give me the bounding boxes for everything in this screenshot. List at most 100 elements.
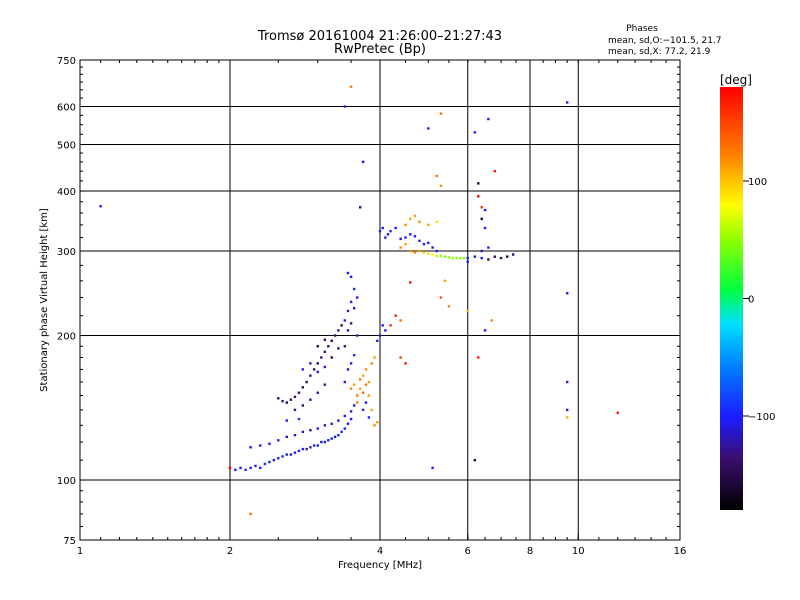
data-point: [487, 258, 490, 261]
data-point: [378, 229, 382, 233]
data-point: [349, 362, 353, 365]
data-point: [99, 204, 102, 208]
data-point: [277, 457, 280, 460]
data-point: [487, 117, 490, 121]
data-point: [473, 255, 477, 258]
data-point: [493, 255, 497, 258]
data-point: [427, 241, 430, 245]
data-point: [355, 334, 359, 337]
x-tick-label: 8: [527, 546, 533, 557]
data-point: [346, 309, 350, 313]
data-point: [343, 380, 347, 384]
data-point: [337, 433, 340, 437]
data-point: [381, 324, 384, 327]
data-point: [343, 319, 347, 322]
data-point: [404, 242, 407, 246]
data-point: [443, 279, 447, 283]
data-point: [337, 419, 340, 422]
data-point: [483, 226, 487, 230]
data-point: [431, 253, 434, 256]
data-point: [228, 466, 232, 470]
data-point: [337, 329, 340, 332]
data-point: [297, 449, 301, 453]
colorbar-tick-label: 0: [748, 295, 754, 306]
data-point: [439, 296, 443, 299]
data-point: [435, 254, 438, 258]
data-point: [565, 408, 569, 412]
data-point: [466, 256, 469, 260]
data-point: [316, 427, 319, 430]
data-point: [305, 447, 308, 451]
data-point: [431, 466, 434, 470]
data-point: [316, 345, 319, 348]
y-axis-label: Stationary phase Virtual Height [km]: [39, 208, 50, 392]
data-point: [349, 300, 353, 304]
data-point: [346, 368, 350, 371]
stats-x-line: mean, sd,X: 77.2, 21.9: [608, 47, 711, 57]
data-point: [443, 255, 447, 258]
stats-o-line: mean, sd,O:−101.5, 21.7: [608, 36, 722, 46]
data-point: [309, 429, 312, 432]
data-point: [361, 391, 365, 394]
data-point: [337, 347, 340, 350]
data-point: [323, 440, 327, 444]
data-point: [301, 404, 305, 407]
data-point: [305, 380, 308, 384]
data-point: [301, 447, 305, 451]
data-point: [330, 422, 333, 425]
data-point: [293, 433, 297, 437]
data-point: [327, 439, 330, 442]
data-point: [447, 305, 451, 308]
data-point: [301, 386, 305, 389]
data-point: [370, 362, 373, 365]
data-point: [364, 368, 368, 371]
data-point: [297, 391, 301, 394]
grid: [80, 60, 680, 540]
y-tick-label: 750: [57, 56, 76, 67]
data-point: [268, 460, 271, 464]
data-point: [373, 356, 376, 359]
data-point: [330, 339, 333, 343]
data-point: [330, 356, 333, 359]
data-point: [565, 380, 569, 384]
data-point: [413, 251, 417, 254]
data-point: [301, 430, 305, 434]
data-point: [244, 468, 247, 472]
data-point: [346, 271, 350, 275]
data-point: [349, 417, 353, 421]
data-point: [281, 455, 284, 458]
data-point: [409, 249, 412, 253]
data-point: [239, 466, 242, 470]
stats-header: Phases: [626, 24, 658, 34]
data-point: [418, 249, 421, 253]
data-point: [285, 419, 288, 422]
data-point: [373, 424, 376, 427]
data-point: [285, 435, 288, 439]
data-point: [505, 255, 509, 258]
data-point: [399, 356, 402, 359]
data-point: [477, 195, 480, 198]
y-tick-label: 300: [57, 247, 76, 258]
x-axis: 1 2 4 6 8 10 16: [77, 60, 686, 557]
data-point: [323, 383, 327, 386]
colorbar-tick-label: −100: [748, 412, 775, 423]
data-point: [309, 446, 312, 449]
data-point: [323, 350, 327, 353]
data-point: [378, 334, 382, 337]
data-point: [259, 444, 262, 447]
data-point: [277, 397, 280, 400]
data-point: [355, 394, 359, 397]
data-point: [293, 451, 297, 454]
data-point: [361, 408, 365, 412]
data-point: [309, 362, 312, 365]
data-point: [384, 329, 387, 332]
data-point: [346, 422, 350, 425]
data-point: [352, 383, 356, 386]
data-point: [389, 229, 392, 233]
data-point: [413, 235, 417, 238]
data-point: [320, 356, 323, 359]
data-point: [293, 395, 297, 399]
data-point: [565, 292, 569, 295]
data-point: [473, 458, 477, 462]
